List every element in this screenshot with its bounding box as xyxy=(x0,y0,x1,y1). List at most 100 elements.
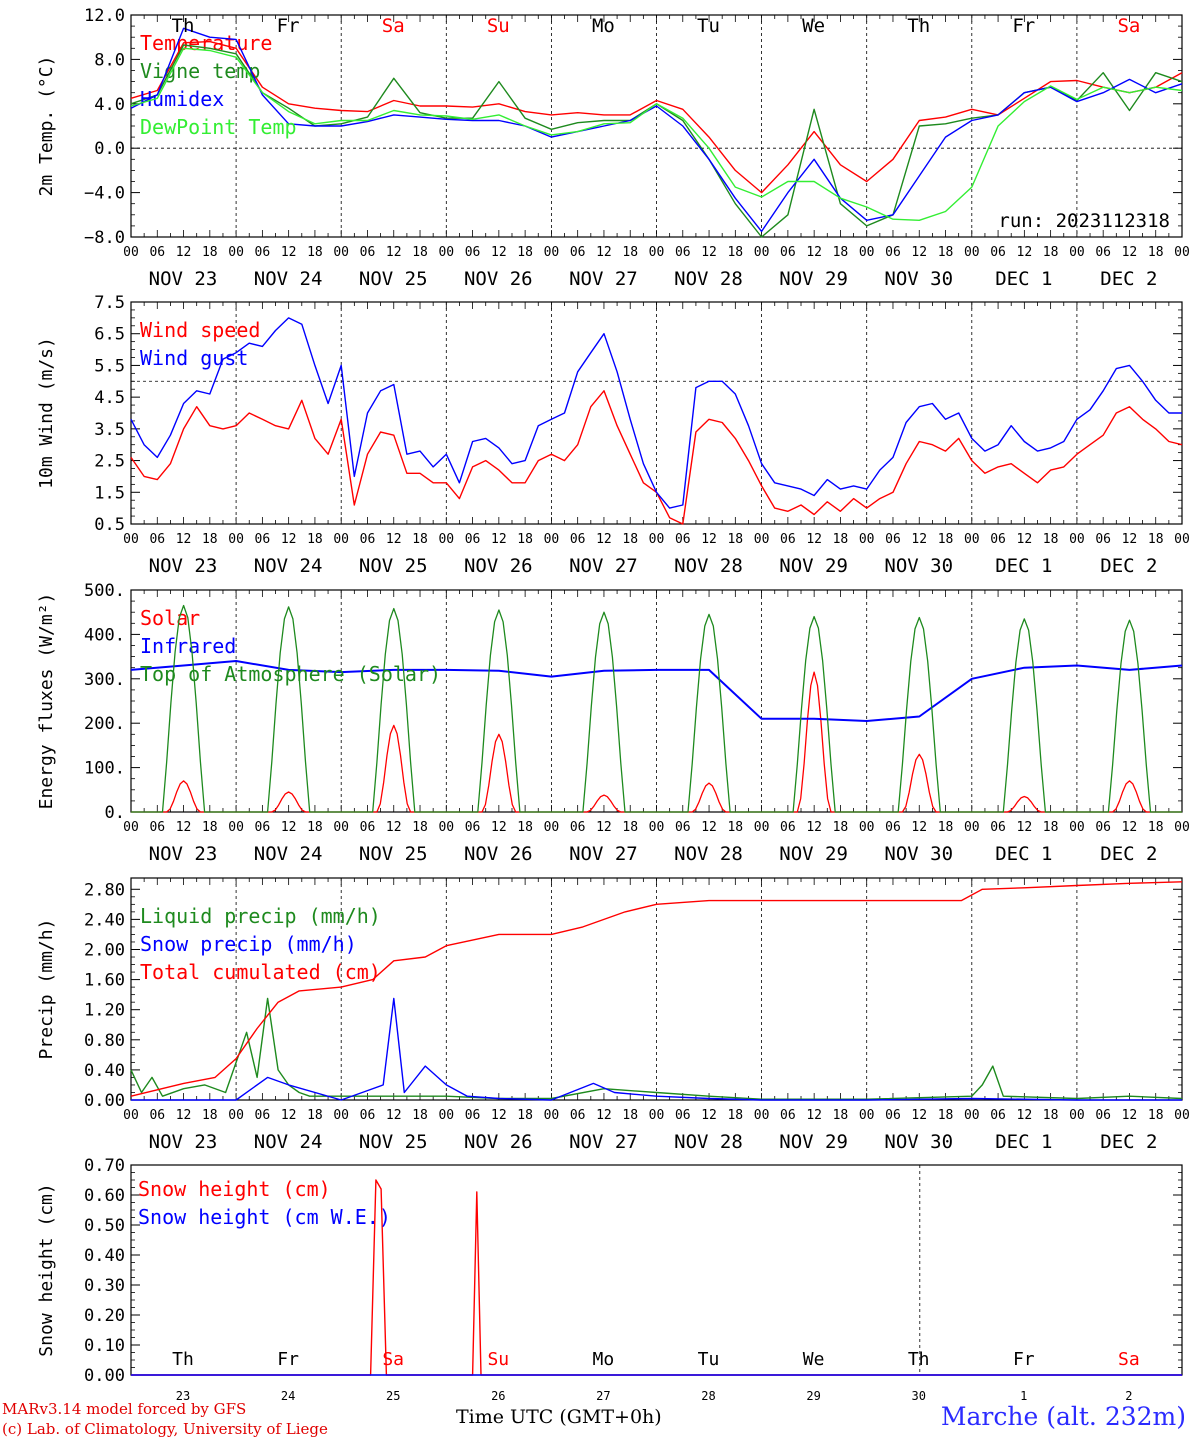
date-label: NOV 28 xyxy=(674,1131,743,1153)
hour-tick-label: 18 xyxy=(517,245,533,260)
hour-tick-label: 06 xyxy=(1095,1108,1111,1123)
hour-tick-label: 12 xyxy=(176,820,192,835)
y-axis-label: 2m Temp. (°C) xyxy=(36,56,57,197)
hour-tick-label: 12 xyxy=(386,532,402,547)
date-label: NOV 29 xyxy=(779,1131,848,1153)
hour-tick-label: 12 xyxy=(1122,1108,1138,1123)
day-name-label: Th xyxy=(172,15,195,37)
y-tick-label: 0.20 xyxy=(84,1306,125,1326)
y-axis-label: 10m Wind (m/s) xyxy=(36,337,57,489)
date-label: NOV 23 xyxy=(149,555,218,577)
hour-tick-label: 00 xyxy=(228,532,244,547)
hour-tick-label: 18 xyxy=(833,820,849,835)
hour-tick-label: 12 xyxy=(806,245,822,260)
hour-tick-label: 06 xyxy=(990,245,1006,260)
y-tick-label: 2.00 xyxy=(84,940,125,960)
hour-tick-label: 18 xyxy=(202,245,218,260)
model-credit: MARv3.14 model forced by GFS xyxy=(2,1400,247,1418)
day-number-label: 25 xyxy=(386,1389,400,1403)
hour-tick-label: 12 xyxy=(281,1108,297,1123)
legend-entry: Wind speed xyxy=(140,318,260,342)
hour-tick-label: 06 xyxy=(570,245,586,260)
y-tick-label: 2.40 xyxy=(84,910,125,930)
day-number-label: 30 xyxy=(911,1389,925,1403)
hour-tick-label: 12 xyxy=(806,532,822,547)
hour-tick-label: 18 xyxy=(307,532,323,547)
y-tick-label: 400. xyxy=(84,625,125,645)
legend-entry: DewPoint Temp xyxy=(140,115,297,139)
date-label: NOV 26 xyxy=(464,555,533,577)
hour-tick-label: 00 xyxy=(754,245,770,260)
y-axis-label: Snow height (cm) xyxy=(36,1183,57,1356)
legend-entry: Snow height (cm W.E.) xyxy=(138,1205,391,1229)
hour-tick-label: 06 xyxy=(360,245,376,260)
date-label: NOV 28 xyxy=(674,268,743,290)
y-tick-label: 5.5 xyxy=(94,356,125,376)
hour-tick-label: 06 xyxy=(885,820,901,835)
hour-tick-label: 06 xyxy=(675,532,691,547)
day-name-label: We xyxy=(802,15,825,37)
hour-tick-label: 06 xyxy=(780,532,796,547)
day-number-label: 2 xyxy=(1125,1389,1132,1403)
run-label: run: 2023112318 xyxy=(998,210,1170,232)
hour-tick-label: 00 xyxy=(964,532,980,547)
hour-tick-label: 12 xyxy=(281,532,297,547)
hour-tick-label: 06 xyxy=(255,1108,271,1123)
date-label: NOV 28 xyxy=(674,555,743,577)
y-tick-label: 0.60 xyxy=(84,1186,125,1206)
hour-tick-label: 18 xyxy=(202,820,218,835)
day-name-label: Tu xyxy=(698,1349,720,1370)
hour-tick-label: 12 xyxy=(176,245,192,260)
day-name-label: Mo xyxy=(593,1349,615,1370)
hour-tick-label: 00 xyxy=(333,532,349,547)
hour-tick-label: 06 xyxy=(1095,245,1111,260)
hour-tick-label: 00 xyxy=(333,820,349,835)
hour-tick-label: 00 xyxy=(649,820,665,835)
series-line-temperature xyxy=(130,40,1183,194)
hour-tick-label: 06 xyxy=(1095,820,1111,835)
legend-entry: Total cumulated (cm) xyxy=(140,960,381,984)
date-label: NOV 27 xyxy=(569,268,638,290)
date-label: NOV 27 xyxy=(569,555,638,577)
y-tick-label: 7.5 xyxy=(94,293,125,313)
date-label: NOV 26 xyxy=(464,1131,533,1153)
hour-tick-label: 00 xyxy=(1174,820,1190,835)
hour-tick-label: 12 xyxy=(386,245,402,260)
hour-tick-label: 12 xyxy=(1017,820,1033,835)
hour-tick-label: 18 xyxy=(622,245,638,260)
hour-tick-label: 00 xyxy=(1069,245,1085,260)
date-label: NOV 23 xyxy=(149,1131,218,1153)
hour-tick-label: 18 xyxy=(307,245,323,260)
hour-tick-label: 00 xyxy=(544,245,560,260)
hour-tick-label: 12 xyxy=(596,532,612,547)
date-label: NOV 24 xyxy=(254,268,323,290)
hour-tick-label: 18 xyxy=(517,532,533,547)
hour-tick-label: 18 xyxy=(938,1108,954,1123)
hour-tick-label: 18 xyxy=(307,820,323,835)
hour-tick-label: 12 xyxy=(1017,1108,1033,1123)
hour-tick-label: 12 xyxy=(701,820,717,835)
date-label: NOV 25 xyxy=(359,555,428,577)
hour-tick-label: 00 xyxy=(123,532,139,547)
hour-tick-label: 00 xyxy=(438,532,454,547)
y-tick-label: 3.5 xyxy=(94,420,125,440)
hour-tick-label: 06 xyxy=(465,1108,481,1123)
hour-tick-label: 00 xyxy=(649,1108,665,1123)
hour-tick-label: 18 xyxy=(1148,1108,1164,1123)
date-label: DEC 2 xyxy=(1100,843,1157,865)
hour-tick-label: 18 xyxy=(938,245,954,260)
hour-tick-label: 06 xyxy=(990,532,1006,547)
day-number-label: 26 xyxy=(491,1389,505,1403)
hour-tick-label: 00 xyxy=(964,245,980,260)
series-line-infrared xyxy=(130,660,1183,722)
y-tick-label: 0.80 xyxy=(84,1031,125,1051)
y-tick-label: 300. xyxy=(84,670,125,690)
hour-tick-label: 18 xyxy=(938,820,954,835)
legend-entry: Solar xyxy=(140,606,200,630)
legend-entry: Snow precip (mm/h) xyxy=(140,932,357,956)
hour-tick-label: 12 xyxy=(176,1108,192,1123)
hour-tick-label: 00 xyxy=(754,532,770,547)
hour-tick-label: 00 xyxy=(754,1108,770,1123)
hour-tick-label: 18 xyxy=(727,820,743,835)
hour-tick-label: 12 xyxy=(596,1108,612,1123)
